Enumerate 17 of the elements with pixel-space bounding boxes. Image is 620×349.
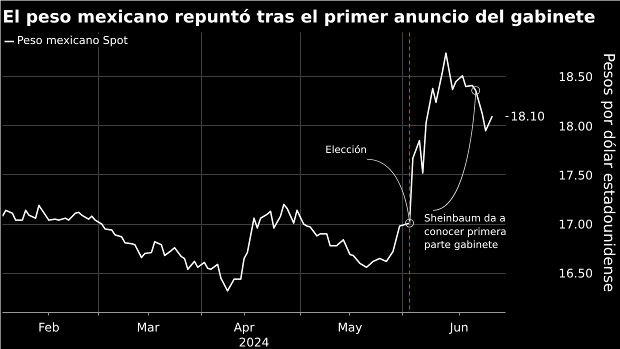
x-tick-label: Apr xyxy=(234,320,255,334)
y-tick-label: 18.00 xyxy=(558,119,593,134)
legend-label: Peso mexicano Spot xyxy=(17,34,128,47)
x-tick-label: Mar xyxy=(136,320,160,334)
annotation: Elección xyxy=(325,144,367,156)
y-axis-title: Pesos por dólar estadounidense xyxy=(600,52,618,292)
y-tick-label: 18.50 xyxy=(558,70,593,84)
x-tick-label: Feb xyxy=(38,320,60,334)
y-tick-label: 17.50 xyxy=(558,168,593,182)
y-tick-label: 16.50 xyxy=(558,266,593,281)
data-label: 18.10 xyxy=(510,110,545,124)
x-axis-title: 2024 xyxy=(238,336,270,349)
chart-title: El peso mexicano repuntó tras el primer anuncio del gabinete xyxy=(2,8,596,28)
x-tick-label: May xyxy=(338,320,362,334)
annotation: Sheinbaum da a conocer primera parte gabinete xyxy=(424,214,507,252)
x-tick-label: Jun xyxy=(448,320,469,334)
y-tick-label: 17.00 xyxy=(558,218,593,232)
